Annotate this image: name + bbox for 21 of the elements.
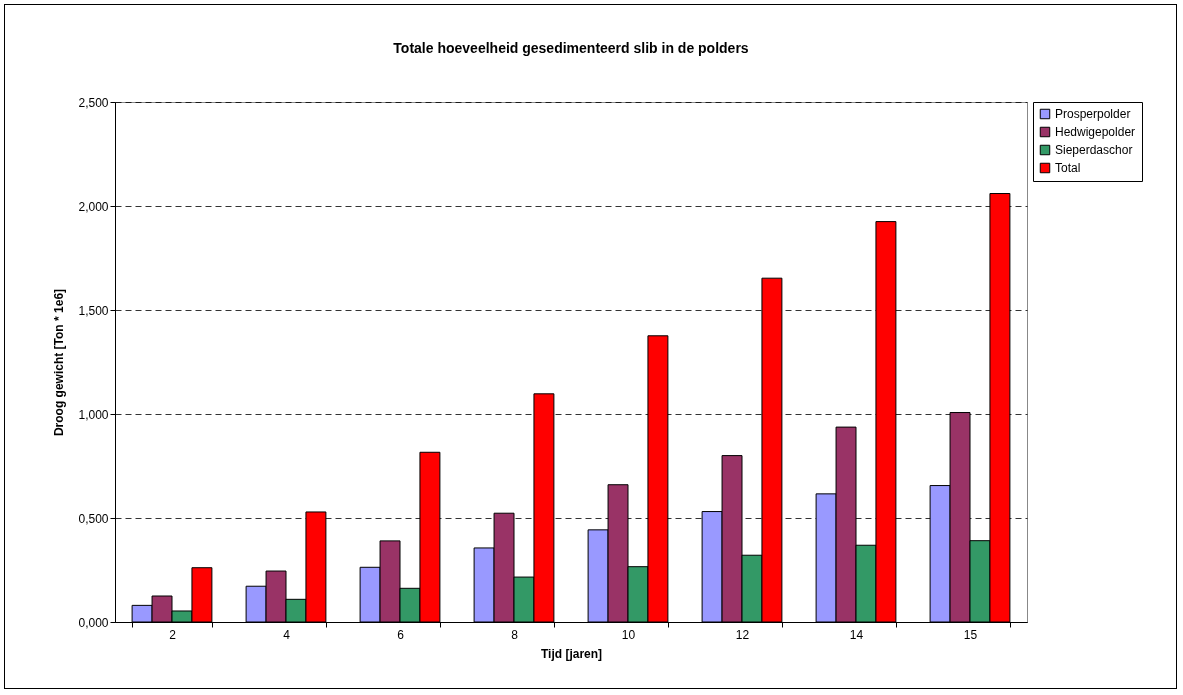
y-tick-label: 1,500 <box>78 303 109 318</box>
x-tick-label: 14 <box>849 627 864 642</box>
x-tick-label: 10 <box>621 627 636 642</box>
x-tick-label: 8 <box>511 627 519 642</box>
y-axis-title: Droog gewicht [Ton * 1e6] <box>52 288 67 437</box>
y-tick-label: 2,500 <box>78 95 109 110</box>
x-tick-label: 4 <box>283 627 291 642</box>
legend-label: Prosperpolder <box>1055 107 1131 121</box>
chart-title: Totale hoeveelheid gesedimenteerd slib in de polders <box>393 40 749 56</box>
y-tick-label: 0,500 <box>78 511 109 526</box>
legend-label: Total <box>1055 161 1081 175</box>
y-tick-label: 1,000 <box>78 407 109 422</box>
legend-label: Sieperdaschor <box>1055 143 1133 157</box>
x-tick-label: 12 <box>735 627 750 642</box>
x-tick-label: 15 <box>963 627 978 642</box>
y-tick-label: 2,000 <box>78 199 109 214</box>
y-tick-label: 0,000 <box>78 615 109 630</box>
x-tick-label: 2 <box>169 627 177 642</box>
x-tick-label: 6 <box>397 627 405 642</box>
x-axis-title: Tijd [jaren] <box>540 646 603 661</box>
legend-label: Hedwigepolder <box>1055 125 1136 139</box>
